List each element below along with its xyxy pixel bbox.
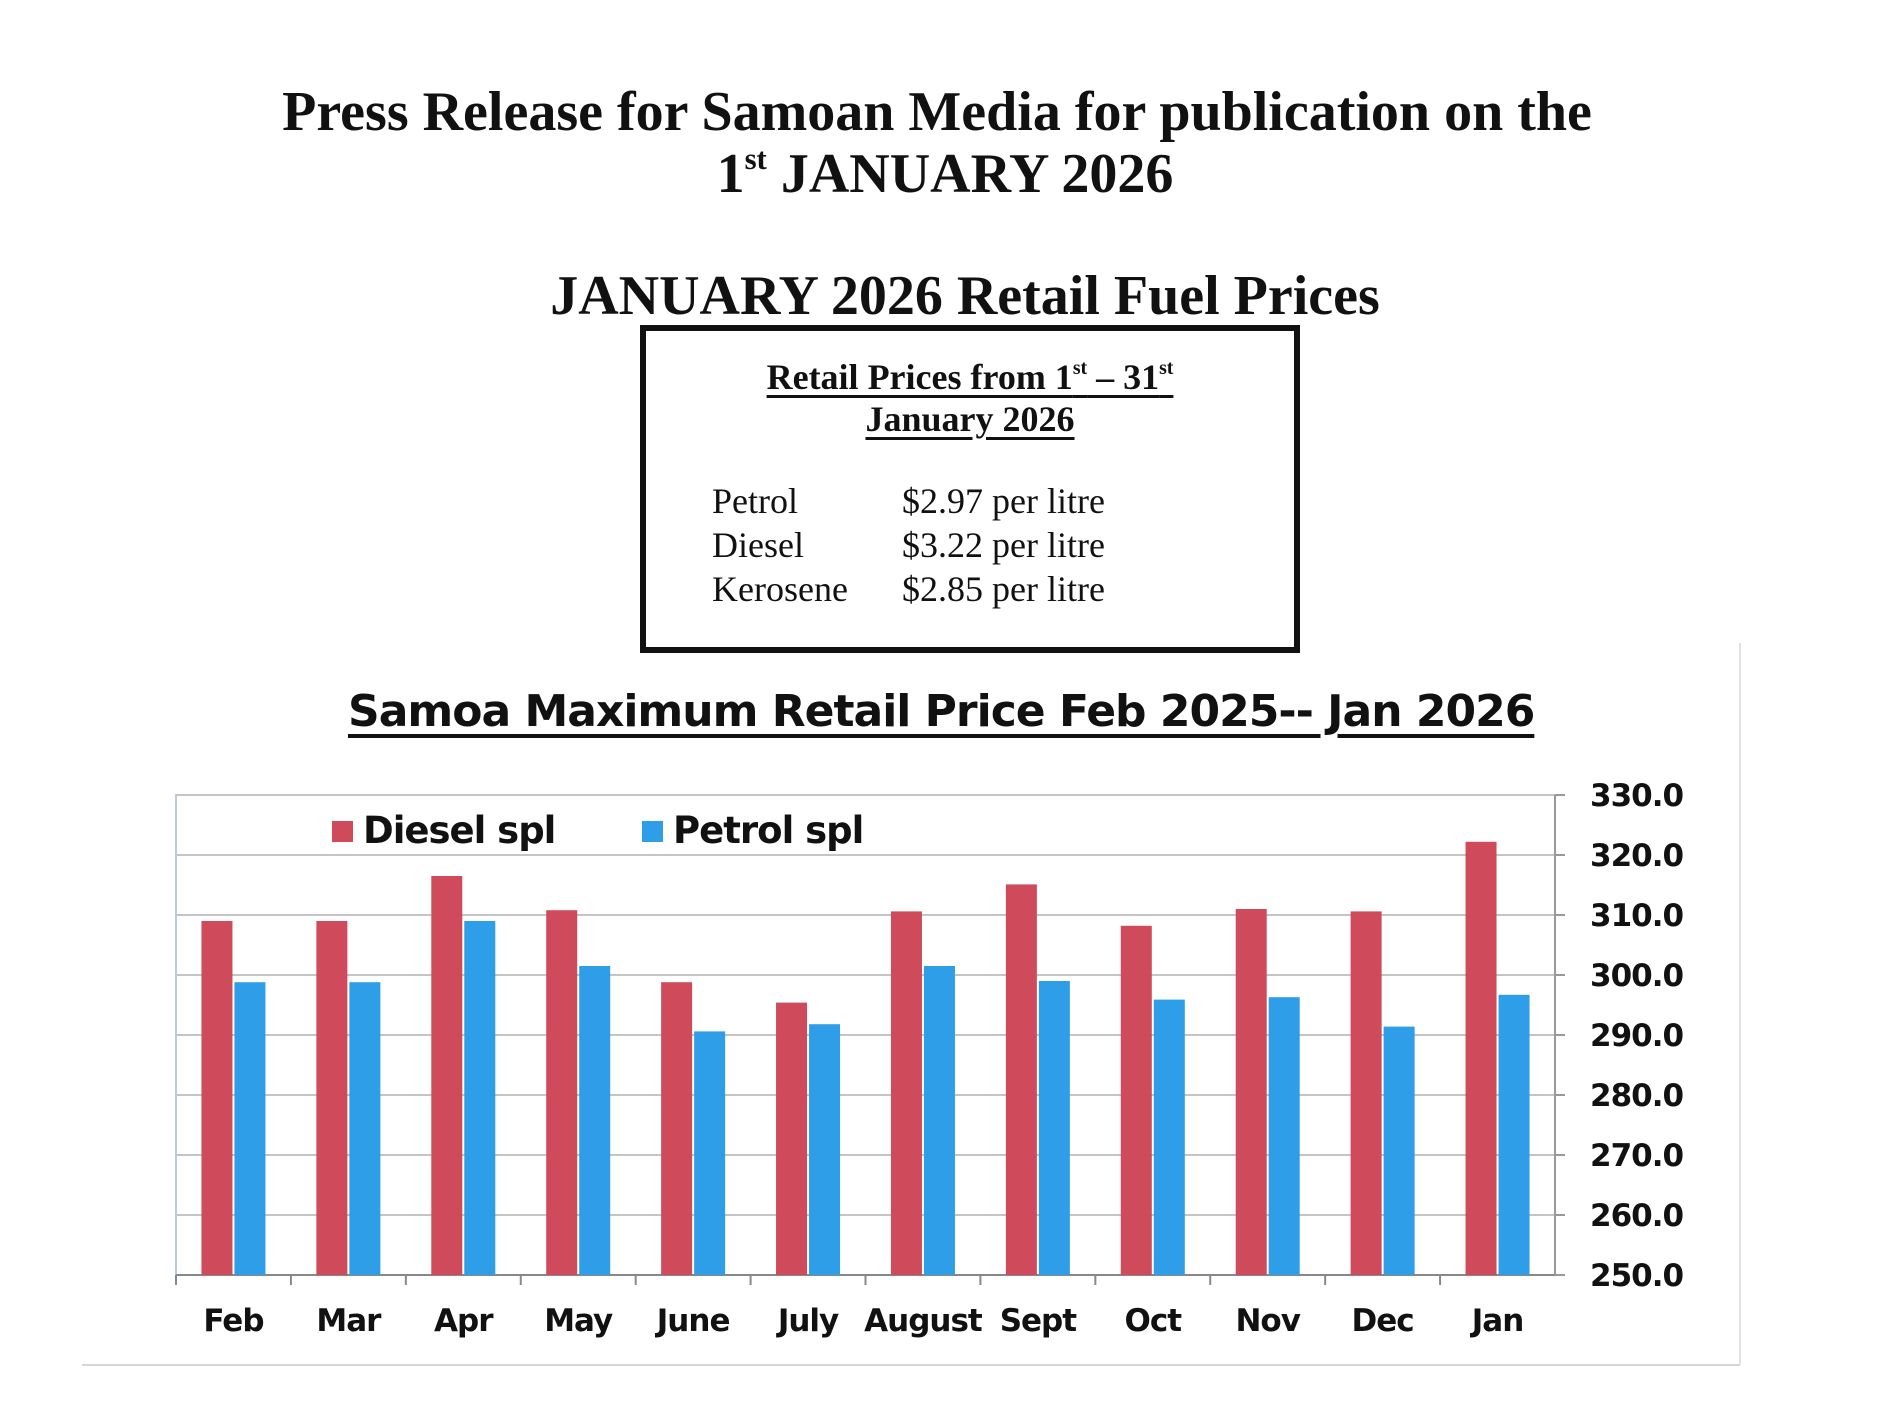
diesel-bar	[1350, 911, 1382, 1275]
diesel-bar	[661, 982, 693, 1275]
x-tick-label: Feb	[203, 1303, 263, 1339]
y-tick-label: 310.0	[1590, 898, 1683, 934]
heading-sup-1: st	[1072, 357, 1088, 380]
petrol-bar	[579, 966, 611, 1275]
petrol-bar	[694, 1031, 726, 1275]
price-box-heading: Retail Prices from 1st – 31st	[646, 357, 1294, 397]
petrol-bar	[1498, 994, 1530, 1275]
fuel-name: Diesel	[712, 525, 804, 565]
diesel-bar	[776, 1002, 808, 1275]
petrol-bar	[1383, 1026, 1415, 1275]
y-tick-label: 280.0	[1590, 1078, 1683, 1114]
petrol-bar	[1038, 981, 1070, 1275]
diesel-bar	[890, 911, 922, 1275]
heading-sup-2: st	[1159, 357, 1174, 380]
legend-label: Petrol spl	[673, 809, 863, 852]
y-tick-label: 250.0	[1590, 1258, 1683, 1294]
legend-swatch	[332, 821, 353, 842]
x-tick-label: Jan	[1470, 1303, 1524, 1339]
fuel-price: $3.22 per litre	[902, 525, 1105, 565]
diesel-bar	[431, 876, 463, 1275]
diesel-bar	[546, 910, 578, 1275]
fuel-price: $2.97 per litre	[902, 481, 1105, 521]
diesel-bar	[1465, 841, 1497, 1275]
legend-label: Diesel spl	[363, 809, 555, 852]
petrol-bar	[923, 966, 955, 1275]
x-tick-label: June	[655, 1303, 730, 1339]
date-day: 1	[716, 143, 745, 205]
y-tick-label: 300.0	[1590, 958, 1683, 994]
heading-mid: – 31	[1087, 357, 1160, 397]
x-tick-label: Sept	[1000, 1303, 1078, 1339]
press-release-heading: Press Release for Samoan Media for publi…	[282, 81, 1592, 143]
heading-prefix: Retail Prices from 1	[766, 357, 1073, 397]
y-tick-label: 270.0	[1590, 1138, 1683, 1174]
diesel-bar	[1005, 884, 1037, 1275]
price-box-heading-month: January 2026	[865, 399, 1075, 439]
petrol-bar	[1153, 999, 1185, 1275]
x-tick-label: Mar	[316, 1303, 382, 1339]
diesel-bar	[316, 921, 348, 1275]
x-tick-label: August	[864, 1303, 983, 1339]
petrol-bar	[1268, 997, 1300, 1275]
y-tick-label: 290.0	[1590, 1018, 1683, 1054]
x-tick-label: Dec	[1352, 1303, 1414, 1339]
fuel-price: $2.85 per litre	[902, 569, 1105, 609]
diesel-bar	[201, 921, 233, 1275]
x-tick-label: May	[544, 1303, 613, 1339]
petrol-bar	[349, 982, 381, 1275]
y-tick-label: 330.0	[1590, 778, 1683, 814]
publication-date-heading: 1st JANUARY 2026	[0, 143, 1890, 205]
diesel-bar	[1120, 925, 1152, 1275]
fuel-name: Kerosene	[712, 569, 848, 609]
fuel-prices-subtitle: JANUARY 2026 Retail Fuel Prices	[550, 265, 1380, 327]
x-tick-label: Nov	[1235, 1303, 1300, 1339]
legend-swatch	[642, 821, 663, 842]
petrol-bar	[809, 1024, 841, 1275]
y-tick-label: 260.0	[1590, 1198, 1683, 1234]
chart-title: Samoa Maximum Retail Price Feb 2025-- Ja…	[348, 686, 1535, 737]
x-tick-label: Oct	[1125, 1303, 1183, 1339]
petrol-bar	[234, 982, 266, 1275]
retail-price-box: Retail Prices from 1st – 31st January 20…	[640, 325, 1300, 653]
petrol-bar	[464, 921, 496, 1275]
fuel-name: Petrol	[712, 481, 798, 521]
date-day-suffix: st	[744, 141, 767, 176]
y-tick-label: 320.0	[1590, 838, 1683, 874]
date-month-year: JANUARY 2026	[766, 143, 1174, 205]
x-tick-label: July	[776, 1303, 839, 1339]
diesel-bar	[1235, 909, 1267, 1275]
x-tick-label: Apr	[434, 1303, 494, 1339]
